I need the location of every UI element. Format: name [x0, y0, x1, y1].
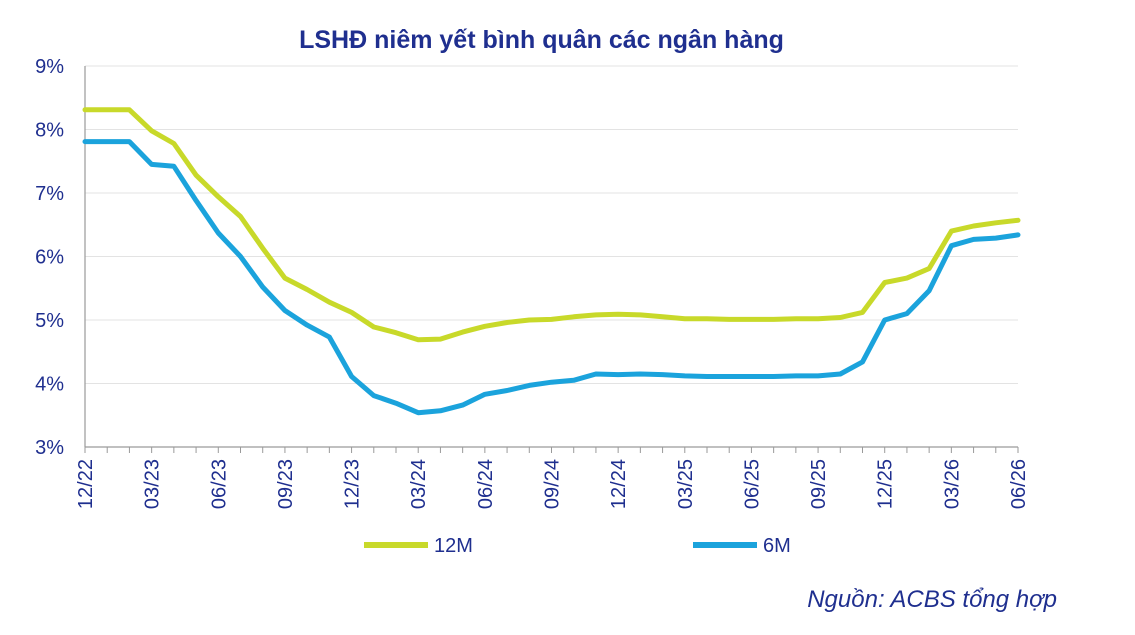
legend-label-12m: 12M: [434, 535, 473, 557]
y-tick-label: 8%: [35, 120, 64, 142]
x-tick-label: 12/25: [875, 459, 897, 509]
x-tick-label: 09/25: [808, 459, 830, 509]
x-tick-label: 12/24: [608, 459, 630, 509]
x-tick-label: 03/24: [408, 459, 430, 509]
x-tick-label: 06/24: [475, 459, 497, 509]
x-tick-label: 03/23: [142, 459, 164, 509]
x-tick-label: 03/26: [941, 459, 963, 509]
y-tick-label: 3%: [35, 437, 64, 459]
y-tick-label: 4%: [35, 374, 64, 396]
y-tick-label: 6%: [35, 247, 64, 269]
chart-title: LSHĐ niêm yết bình quân các ngân hàng: [299, 26, 784, 54]
x-tick-label: 09/23: [275, 459, 297, 509]
x-tick-label: 12/23: [342, 459, 364, 509]
x-tick-label: 06/23: [208, 459, 230, 509]
x-tick-label: 03/25: [675, 459, 697, 509]
series-line-6m: [82, 139, 1021, 416]
series-line-12m: [82, 107, 1021, 343]
x-tick-label: 12/22: [75, 459, 97, 509]
x-tick-label: 06/26: [1008, 459, 1030, 509]
x-tick-label: 09/24: [542, 459, 564, 509]
legend-label-6m: 6M: [763, 535, 791, 557]
x-tick-label: 06/25: [741, 459, 763, 509]
y-tick-label: 7%: [35, 183, 64, 205]
source-note: Nguồn: ACBS tổng hợp: [807, 586, 1057, 613]
y-tick-label: 9%: [35, 56, 64, 78]
y-tick-label: 5%: [35, 310, 64, 332]
